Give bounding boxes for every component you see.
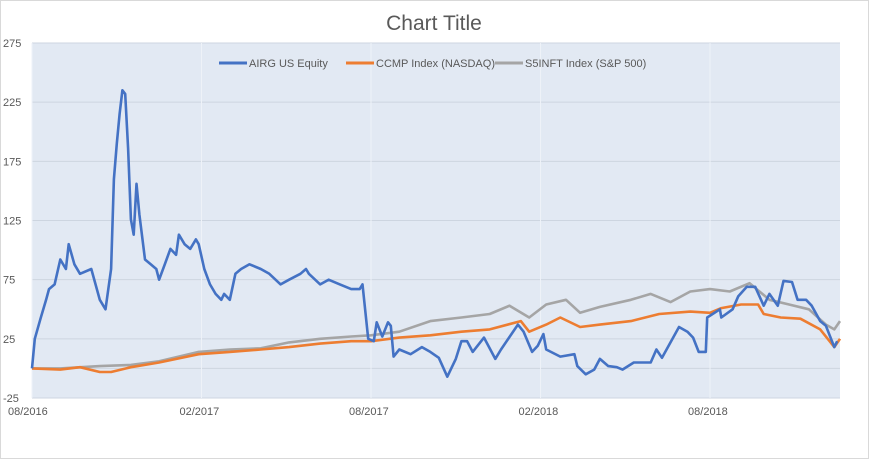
- x-tick-label: 02/2017: [180, 406, 220, 418]
- legend-item: CCMP Index (NASDAQ): [346, 58, 495, 70]
- legend-item: AIRG US Equity: [219, 58, 328, 70]
- y-tick-label: 25: [3, 334, 15, 346]
- y-tick-label: 75: [3, 275, 15, 287]
- legend-item: S5INFT Index (S&P 500): [495, 58, 646, 70]
- y-tick-label: 125: [3, 216, 21, 228]
- legend-label: CCMP Index (NASDAQ): [376, 58, 495, 70]
- legend-label: S5INFT Index (S&P 500): [525, 58, 646, 70]
- gridlines: [31, 42, 840, 399]
- series-line-0: [30, 89, 839, 378]
- x-tick-label: 08/2018: [688, 406, 728, 418]
- chart-title: Chart Title: [386, 12, 482, 35]
- y-axis: 275 225 175 125 75 25 -25: [3, 38, 21, 405]
- y-tick-label: 175: [3, 156, 21, 168]
- x-tick-label: 02/2018: [519, 406, 559, 418]
- legend-label: AIRG US Equity: [249, 58, 328, 70]
- x-axis: 08/2016 02/2017 08/2017 02/2018 08/2018: [8, 406, 728, 418]
- y-tick-label: 225: [3, 97, 21, 109]
- legend: AIRG US Equity CCMP Index (NASDAQ) S5INFT …: [219, 58, 646, 70]
- y-tick-label: 275: [3, 38, 21, 50]
- series-lines: [30, 89, 842, 378]
- y-tick-label: -25: [3, 393, 19, 405]
- x-tick-label: 08/2017: [349, 406, 389, 418]
- series-line-1: [31, 303, 842, 374]
- x-tick-label: 08/2016: [8, 406, 48, 418]
